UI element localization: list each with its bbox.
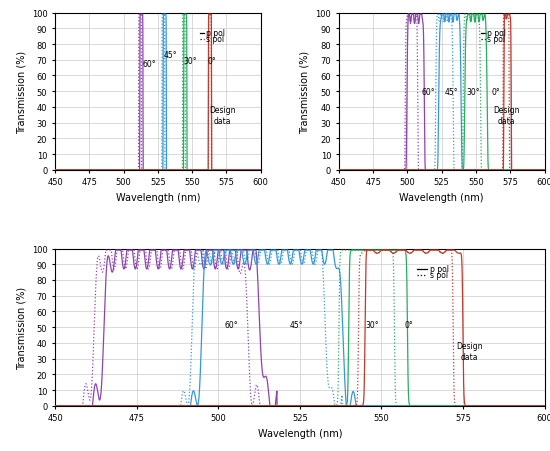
Text: Design
data: Design data	[209, 106, 235, 125]
Y-axis label: Transmission (%): Transmission (%)	[16, 286, 26, 369]
Text: 0°: 0°	[491, 88, 500, 97]
Text: Design
data: Design data	[456, 341, 483, 361]
Text: s pol: s pol	[206, 35, 224, 44]
X-axis label: Wavelength (nm): Wavelength (nm)	[257, 428, 342, 438]
Text: s pol: s pol	[430, 270, 448, 279]
Text: 45°: 45°	[444, 88, 458, 97]
Text: 45°: 45°	[163, 51, 177, 60]
Text: 30°: 30°	[184, 57, 197, 66]
Text: 60°: 60°	[225, 321, 238, 329]
Text: p pol: p pol	[430, 264, 449, 273]
Text: 0°: 0°	[207, 57, 216, 66]
Text: p pol: p pol	[206, 28, 225, 37]
Y-axis label: Transmission (%): Transmission (%)	[300, 51, 310, 133]
Text: 60°: 60°	[143, 60, 156, 69]
Text: 30°: 30°	[365, 321, 378, 329]
Text: Design
data: Design data	[493, 106, 519, 125]
X-axis label: Wavelength (nm): Wavelength (nm)	[116, 193, 200, 202]
Text: p pol: p pol	[487, 28, 506, 37]
Text: 60°: 60°	[421, 88, 434, 97]
Text: s pol: s pol	[487, 35, 505, 44]
Text: 0°: 0°	[404, 321, 413, 329]
Text: 45°: 45°	[290, 321, 304, 329]
X-axis label: Wavelength (nm): Wavelength (nm)	[399, 193, 484, 202]
Y-axis label: Transmission (%): Transmission (%)	[16, 51, 26, 133]
Text: 30°: 30°	[466, 88, 480, 97]
